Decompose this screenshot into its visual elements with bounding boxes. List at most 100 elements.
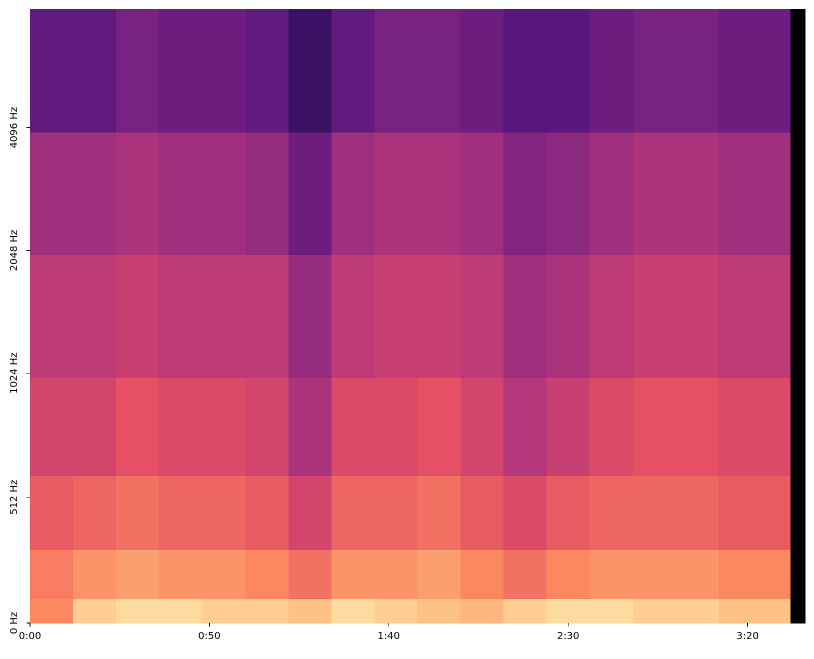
heatmap-cell <box>30 254 74 378</box>
heatmap-cell <box>288 131 332 256</box>
heatmap-cell <box>374 549 418 599</box>
heatmap-cell <box>675 598 720 624</box>
heatmap-cell <box>790 254 806 378</box>
heatmap-cell <box>245 377 289 477</box>
heatmap-cell <box>331 475 375 550</box>
heatmap-cell <box>675 377 720 477</box>
heatmap-cell <box>632 131 677 256</box>
heatmap-cell <box>245 131 289 256</box>
heatmap-cell <box>718 131 763 256</box>
heatmap-cell <box>675 549 720 599</box>
heatmap-cell <box>460 9 505 133</box>
heatmap-cell <box>417 475 462 550</box>
heatmap-cell <box>589 598 634 624</box>
heatmap-cell <box>73 549 117 599</box>
x-tick-label: 0:50 <box>198 631 220 642</box>
heatmap-cell <box>503 254 548 378</box>
heatmap-cell <box>761 377 792 477</box>
heatmap-cell <box>159 254 203 378</box>
heatmap-cell <box>30 377 74 477</box>
heatmap-cell <box>73 475 117 550</box>
heatmap-cell <box>546 598 591 624</box>
heatmap-cell <box>331 549 375 599</box>
heatmap-cell <box>546 475 591 550</box>
heatmap-cell <box>790 475 806 550</box>
heatmap-cell <box>159 549 203 599</box>
heatmap-cell <box>761 549 792 599</box>
heatmap-cell <box>331 598 375 624</box>
heatmap-cell <box>761 598 792 624</box>
heatmap-cell <box>202 475 246 550</box>
heatmap-cell <box>417 598 462 624</box>
heatmap-cell <box>116 475 160 550</box>
heatmap-cell <box>675 475 720 550</box>
heatmap-cell <box>202 9 246 133</box>
y-tick-label: 0 Hz <box>9 612 20 634</box>
heatmap-cell <box>73 9 117 133</box>
heatmap-cell <box>73 377 117 477</box>
heatmap-cell <box>546 9 591 133</box>
heatmap-cell <box>675 254 720 378</box>
heatmap-cell <box>718 377 763 477</box>
heatmap-cell <box>675 9 720 133</box>
heatmap-cell <box>761 475 792 550</box>
heatmap-cell <box>288 598 332 624</box>
heatmap-cell <box>503 131 548 256</box>
heatmap-cell <box>718 254 763 378</box>
heatmap-cell <box>245 9 289 133</box>
heatmap-cell <box>589 549 634 599</box>
heatmap-cell <box>632 598 677 624</box>
heatmap-cell <box>460 475 505 550</box>
heatmap-cell <box>202 377 246 477</box>
heatmap-cell <box>718 549 763 599</box>
heatmap-cell <box>761 9 792 133</box>
heatmap-cell <box>718 9 763 133</box>
heatmap-cell <box>245 475 289 550</box>
heatmap-cell <box>503 9 548 133</box>
heatmap-cell <box>116 549 160 599</box>
heatmap-cell <box>116 254 160 378</box>
heatmap-cell <box>73 131 117 256</box>
heatmap-cell <box>374 475 418 550</box>
heatmap-cell <box>546 377 591 477</box>
heatmap-cell <box>632 377 677 477</box>
heatmap-cell <box>761 254 792 378</box>
x-tick-label: 2:30 <box>557 631 579 642</box>
heatmap-cell <box>245 549 289 599</box>
heatmap-cell <box>790 549 806 599</box>
heatmap-cell <box>632 254 677 378</box>
heatmap-cell <box>460 254 505 378</box>
heatmap-cell <box>417 549 462 599</box>
heatmap-cell <box>632 9 677 133</box>
heatmap-cell <box>202 549 246 599</box>
heatmap-cell <box>589 9 634 133</box>
heatmap-cell <box>73 254 117 378</box>
heatmap-cell <box>202 254 246 378</box>
heatmap-cell <box>460 377 505 477</box>
heatmap-cell <box>159 377 203 477</box>
heatmap-cell <box>503 475 548 550</box>
heatmap-cell <box>589 475 634 550</box>
heatmap-cell <box>116 377 160 477</box>
heatmap-cell <box>718 598 763 624</box>
heatmap-cell <box>245 254 289 378</box>
heatmap-cell <box>718 475 763 550</box>
heatmap-cell <box>116 131 160 256</box>
heatmap-cell <box>245 598 289 624</box>
y-tick-label: 1024 Hz <box>9 352 20 393</box>
heatmap-cell <box>202 598 246 624</box>
heatmap-cell <box>761 131 792 256</box>
heatmap-cell <box>288 9 332 133</box>
heatmap-cell <box>331 9 375 133</box>
heatmap-cell <box>159 9 203 133</box>
heatmap-cell <box>374 254 418 378</box>
x-tick-label: 1:40 <box>378 631 400 642</box>
heatmap-cell <box>503 377 548 477</box>
heatmap-cell <box>790 598 806 624</box>
heatmap-cell <box>460 598 505 624</box>
heatmap-cell <box>159 131 203 256</box>
heatmap-cell <box>30 598 74 624</box>
x-tick-label: 0:00 <box>19 631 41 642</box>
heatmap-cell <box>288 254 332 378</box>
